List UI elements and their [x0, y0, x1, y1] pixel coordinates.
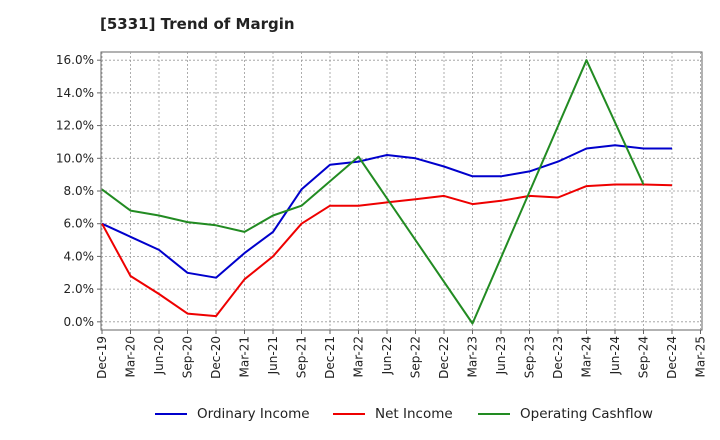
legend-label-ordinary-income: Ordinary Income	[197, 406, 310, 422]
x-tick-label: Mar-22	[352, 336, 366, 377]
y-tick-label: 0.0%	[64, 315, 95, 329]
x-tick-label: Sep-20	[181, 336, 195, 378]
x-tick-label: Jun-22	[380, 336, 394, 375]
x-tick-label: Jun-20	[152, 336, 166, 375]
legend-swatch-operating-cashflow	[478, 413, 510, 415]
series-line-net-income	[101, 183, 673, 318]
y-tick-label: 10.0%	[56, 151, 94, 165]
x-tick-label: Mar-21	[238, 336, 252, 377]
x-tick-label: Sep-24	[637, 336, 651, 378]
x-axis-ticks: Dec-19 Mar-20 Jun-20 Sep-20 Dec-20 Mar-21 Jun-…	[95, 330, 708, 379]
x-tick-label: Sep-21	[295, 336, 309, 378]
y-tick-label: 8.0%	[64, 184, 95, 198]
legend-item-operating-cashflow: Operating Cashflow	[478, 404, 653, 424]
x-tick-label: Sep-22	[409, 336, 423, 378]
series-layer	[101, 59, 673, 325]
legend-label-operating-cashflow: Operating Cashflow	[520, 406, 653, 422]
x-tick-label: Dec-20	[209, 336, 223, 379]
x-tick-label: Mar-24	[580, 336, 594, 377]
x-tick-label: Sep-23	[523, 336, 537, 378]
x-tick-label: Mar-25	[694, 336, 708, 377]
series-line-operating-cashflow	[101, 59, 645, 325]
x-tick-label: Dec-23	[551, 336, 565, 379]
x-tick-label: Jun-21	[266, 336, 280, 375]
legend: Ordinary Income Net Income Operating Cas…	[0, 404, 720, 424]
y-tick-label: 16.0%	[56, 53, 94, 67]
y-tick-label: 12.0%	[56, 119, 94, 133]
margin-line-chart: 0.0% 2.0% 4.0% 6.0% 8.0% 10.0% 12.0% 14.0% 16.0%…	[56, 51, 708, 379]
y-tick-label: 6.0%	[64, 217, 95, 231]
x-tick-label: Mar-23	[466, 336, 480, 377]
x-tick-label: Dec-21	[323, 336, 337, 379]
legend-label-net-income: Net Income	[375, 406, 453, 422]
legend-swatch-ordinary-income	[155, 413, 187, 415]
grid-layer	[101, 52, 702, 330]
y-tick-label: 2.0%	[64, 282, 95, 296]
x-tick-label: Dec-19	[95, 336, 109, 379]
y-axis-ticks: 0.0% 2.0% 4.0% 6.0% 8.0% 10.0% 12.0% 14.0% 16.0%	[56, 53, 101, 329]
chart-title: [5331] Trend of Margin	[100, 15, 295, 33]
x-tick-label: Jun-23	[494, 336, 508, 375]
series-line-ordinary-income	[101, 144, 672, 279]
y-tick-label: 4.0%	[64, 249, 95, 263]
x-tick-label: Dec-24	[665, 336, 679, 379]
legend-item-net-income: Net Income	[333, 404, 453, 424]
y-tick-label: 14.0%	[56, 86, 94, 100]
x-tick-label: Jun-24	[608, 336, 622, 375]
x-tick-label: Dec-22	[437, 336, 451, 379]
legend-item-ordinary-income: Ordinary Income	[155, 404, 310, 424]
x-tick-label: Mar-20	[124, 336, 138, 377]
legend-swatch-net-income	[333, 413, 365, 415]
